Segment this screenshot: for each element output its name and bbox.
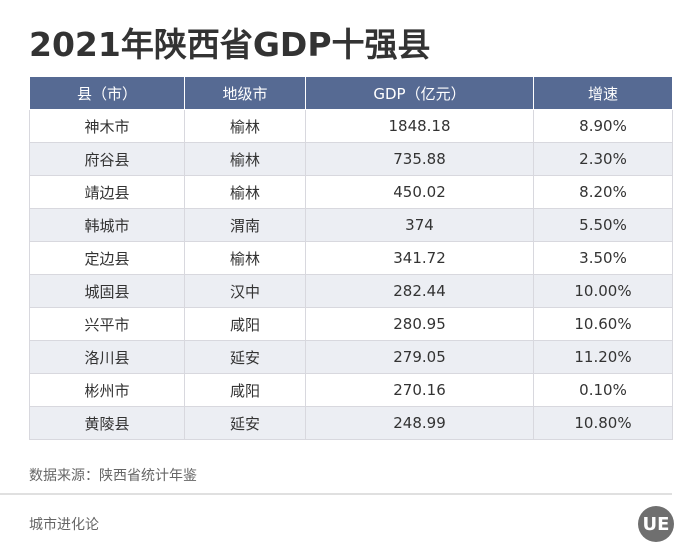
table-row: 靖边县 榆林 450.02 8.20%: [29, 175, 673, 209]
gdp-table: 县（市） 地级市 GDP（亿元） 增速 神木市 榆林 1848.18 8.90% 府谷县 榆林 7…: [29, 77, 673, 440]
table-cell: 榆林: [184, 142, 306, 176]
page-title: 2021年陕西省GDP十强县: [29, 25, 431, 64]
table-cell: 8.90%: [533, 109, 673, 143]
logo-text: UE: [642, 513, 670, 535]
table-cell: 2.30%: [533, 142, 673, 176]
table-cell: 248.99: [305, 406, 534, 440]
brand-logo: UE: [638, 506, 674, 542]
table-cell: 咸阳: [184, 373, 306, 407]
table-row: 兴平市 咸阳 280.95 10.60%: [29, 307, 673, 341]
table-cell: 城固县: [29, 274, 185, 308]
table-cell: 洛川县: [29, 340, 185, 374]
table-cell: 兴平市: [29, 307, 185, 341]
table-cell: 韩城市: [29, 208, 185, 242]
table-cell: 彬州市: [29, 373, 185, 407]
table-row: 洛川县 延安 279.05 11.20%: [29, 340, 673, 374]
table-cell: 374: [305, 208, 534, 242]
table-cell: 735.88: [305, 142, 534, 176]
table-cell: 汉中: [184, 274, 306, 308]
table-row: 府谷县 榆林 735.88 2.30%: [29, 142, 673, 176]
column-header: GDP（亿元）: [305, 77, 534, 110]
divider: [0, 493, 672, 495]
table-cell: 10.60%: [533, 307, 673, 341]
table-cell: 10.00%: [533, 274, 673, 308]
brand-name: 城市进化论: [29, 517, 99, 533]
table-row: 黄陵县 延安 248.99 10.80%: [29, 406, 673, 440]
column-header: 增速: [533, 77, 673, 110]
column-header: 地级市: [184, 77, 306, 110]
table-cell: 府谷县: [29, 142, 185, 176]
table-cell: 榆林: [184, 241, 306, 275]
table-cell: 1848.18: [305, 109, 534, 143]
table-row: 城固县 汉中 282.44 10.00%: [29, 274, 673, 308]
table-row: 韩城市 渭南 374 5.50%: [29, 208, 673, 242]
table-cell: 延安: [184, 340, 306, 374]
table-cell: 延安: [184, 406, 306, 440]
table-cell: 450.02: [305, 175, 534, 209]
table-cell: 黄陵县: [29, 406, 185, 440]
table-cell: 11.20%: [533, 340, 673, 374]
table-row: 彬州市 咸阳 270.16 0.10%: [29, 373, 673, 407]
table-cell: 靖边县: [29, 175, 185, 209]
table-cell: 341.72: [305, 241, 534, 275]
column-header: 县（市）: [29, 77, 185, 110]
table-cell: 神木市: [29, 109, 185, 143]
table-cell: 0.10%: [533, 373, 673, 407]
source-note: 数据来源：陕西省统计年鉴: [29, 468, 197, 484]
table-cell: 279.05: [305, 340, 534, 374]
table-row: 神木市 榆林 1848.18 8.90%: [29, 109, 673, 143]
table-cell: 3.50%: [533, 241, 673, 275]
table-row: 定边县 榆林 341.72 3.50%: [29, 241, 673, 275]
table-cell: 280.95: [305, 307, 534, 341]
table-cell: 咸阳: [184, 307, 306, 341]
table-cell: 定边县: [29, 241, 185, 275]
table-cell: 榆林: [184, 109, 306, 143]
table-header-row: 县（市） 地级市 GDP（亿元） 增速: [29, 77, 673, 110]
table-cell: 282.44: [305, 274, 534, 308]
table-cell: 270.16: [305, 373, 534, 407]
table-cell: 渭南: [184, 208, 306, 242]
table-cell: 10.80%: [533, 406, 673, 440]
table-cell: 8.20%: [533, 175, 673, 209]
table-cell: 榆林: [184, 175, 306, 209]
table-cell: 5.50%: [533, 208, 673, 242]
